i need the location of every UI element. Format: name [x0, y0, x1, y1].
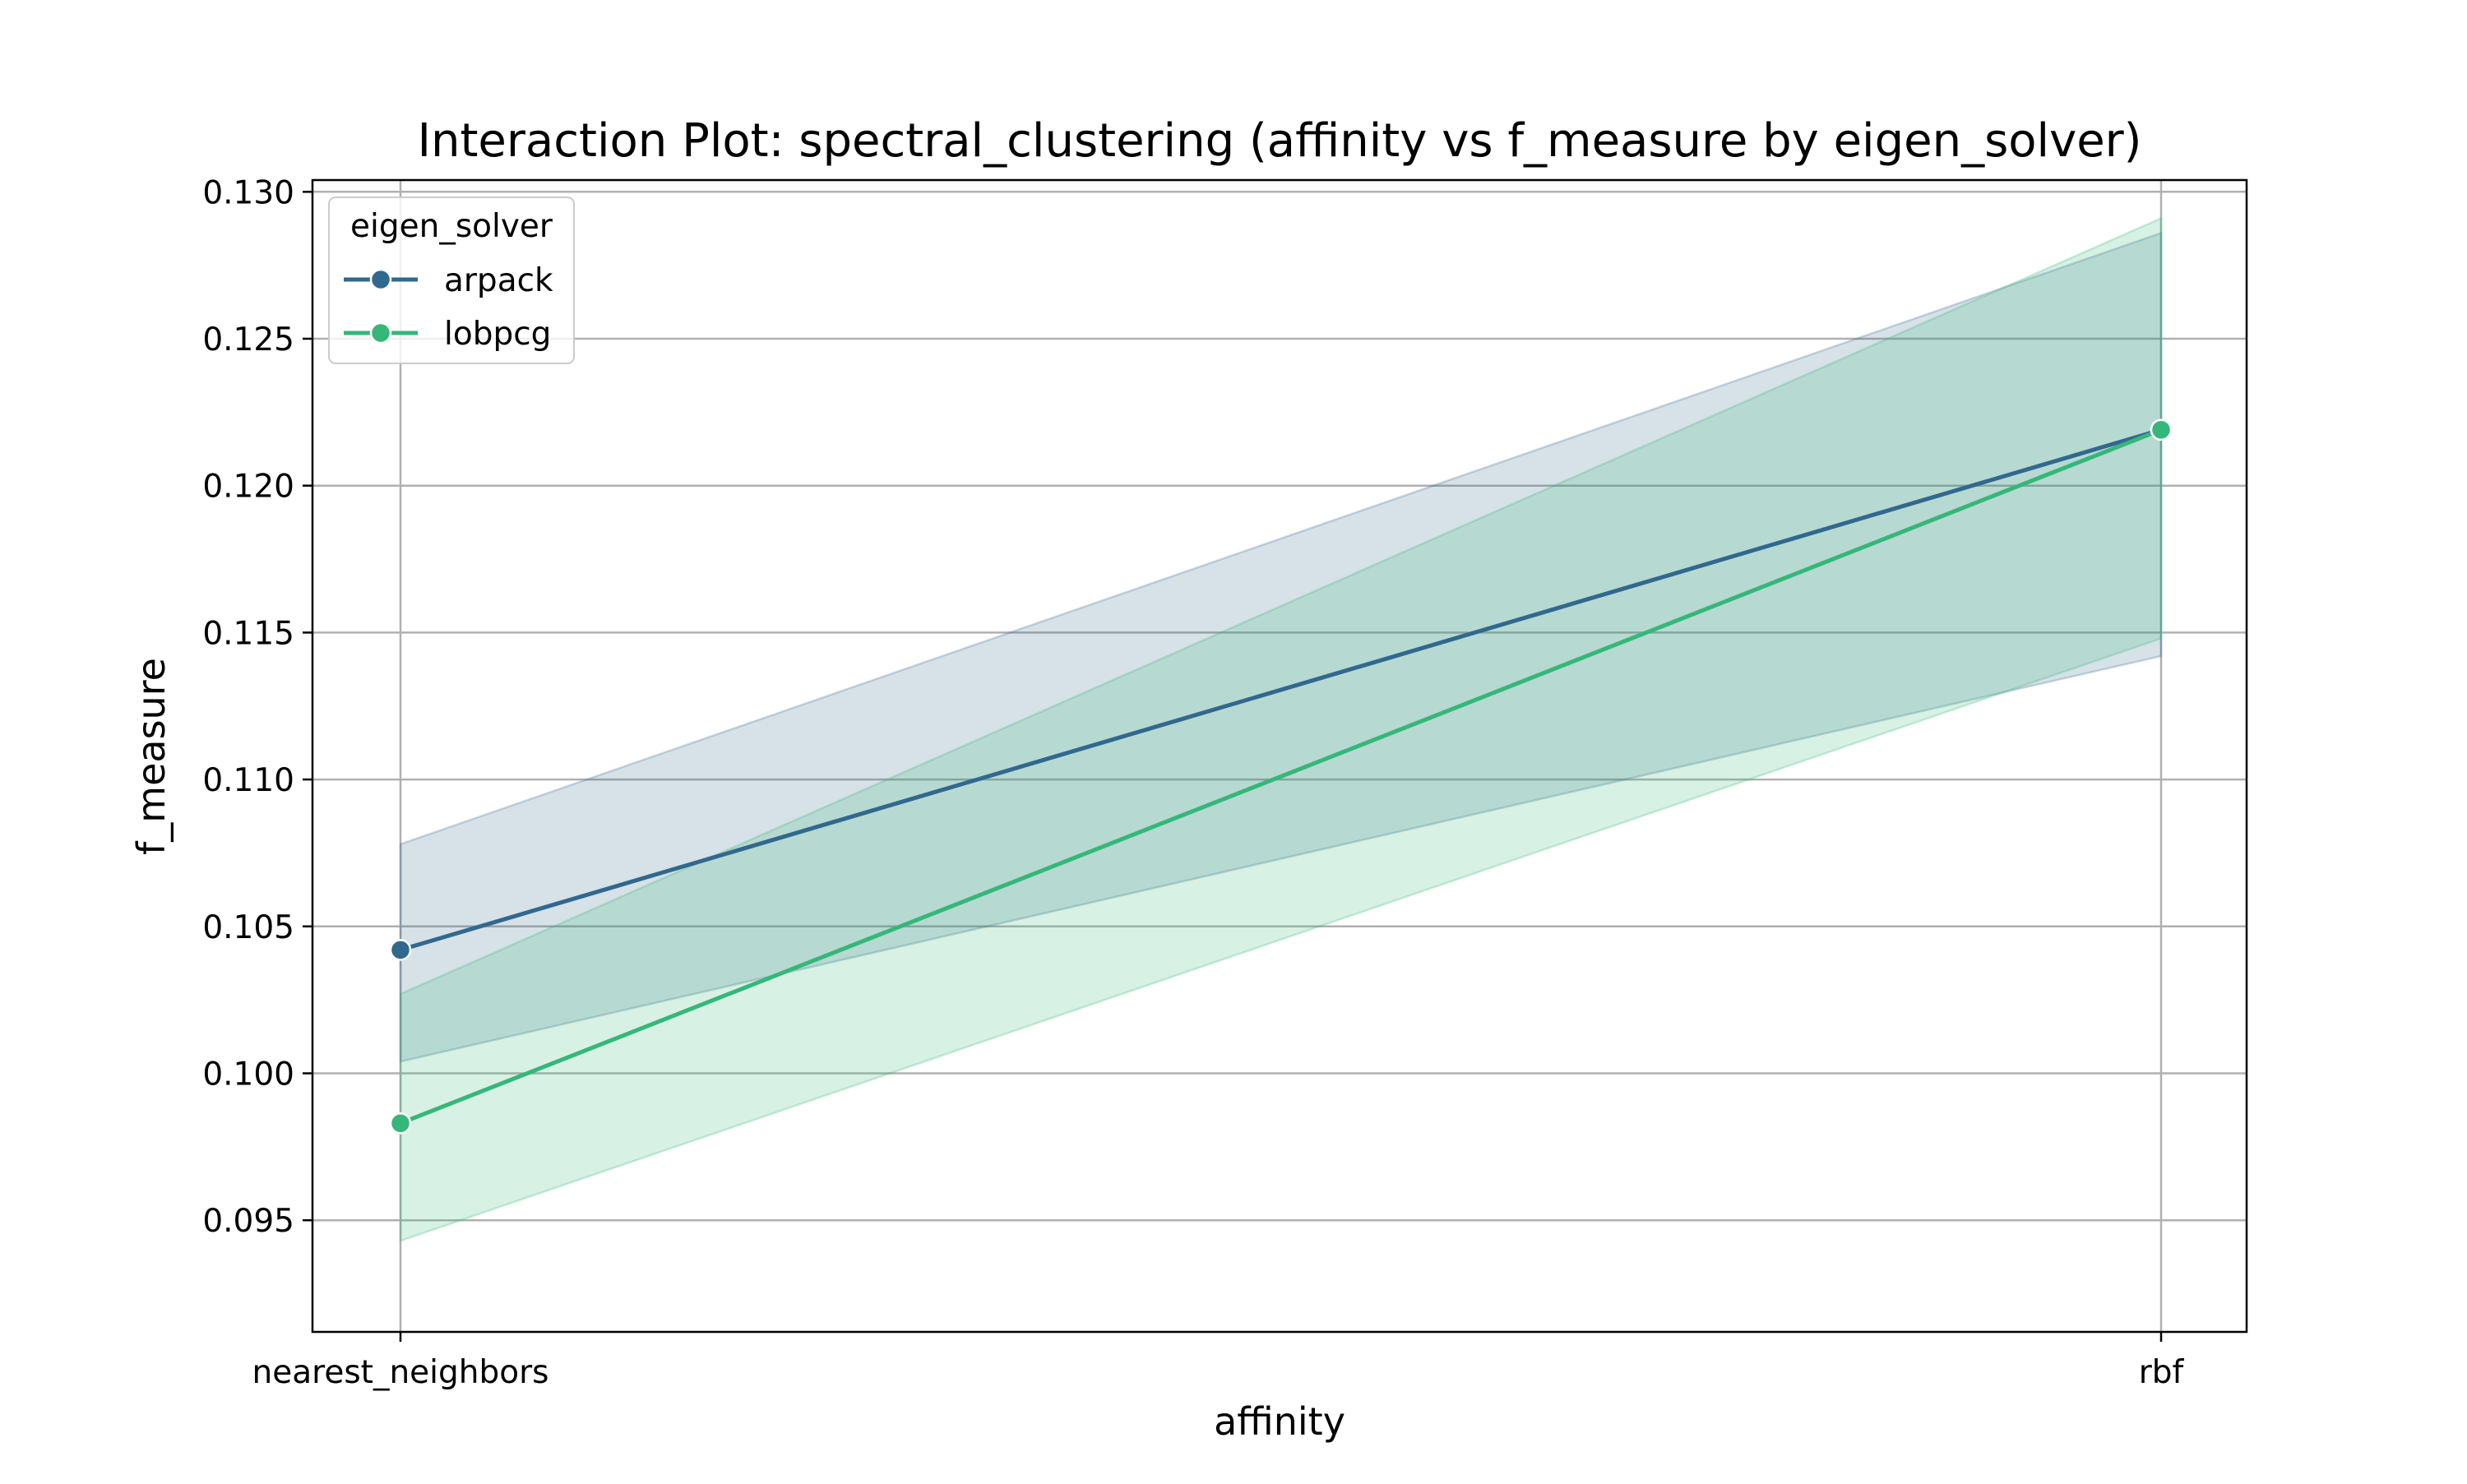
- series-markers: [389, 418, 2173, 1135]
- ci-band-lobpcg: [399, 216, 2163, 1242]
- y-tick-label: 0.100: [202, 1056, 294, 1093]
- legend-label-lobpcg: lobpcg: [444, 316, 551, 353]
- legend-marker-lobpcg: [369, 321, 392, 344]
- confidence-bands: [399, 216, 2163, 1242]
- legend-title: eigen_solver: [350, 208, 553, 245]
- ci-band-arpack: [399, 231, 2163, 1063]
- y-tick-label: 0.105: [202, 909, 294, 946]
- legend-entries: arpack lobpcg: [344, 262, 553, 353]
- series-line-lobpcg: [398, 428, 2164, 1126]
- y-tick-label: 0.125: [202, 321, 294, 358]
- legend: eigen_solver arpack lobpcg: [328, 196, 575, 364]
- y-tick-label: 0.095: [202, 1203, 294, 1240]
- x-tick-label: nearest_neighbors: [252, 1354, 549, 1391]
- data-point-lobpcg: [389, 1112, 412, 1135]
- x-tick-label: rbf: [2139, 1354, 2185, 1391]
- y-tick-label: 0.130: [202, 174, 294, 211]
- series-line-arpack: [398, 428, 2164, 952]
- legend-marker-arpack: [369, 268, 392, 291]
- legend-box: [328, 196, 575, 364]
- y-tick-label: 0.115: [202, 615, 294, 652]
- data-point-lobpcg: [2150, 418, 2173, 442]
- plot-area-frame: [311, 178, 2248, 1334]
- y-axis-label: f_measure: [129, 658, 174, 855]
- chart-title: Interaction Plot: spectral_clustering (a…: [417, 114, 2141, 168]
- y-tick-label: 0.110: [202, 762, 294, 799]
- grid-lines: [312, 180, 2247, 1332]
- y-tick-label: 0.120: [202, 469, 294, 506]
- legend-label-arpack: arpack: [444, 262, 553, 299]
- series-lines: [398, 428, 2164, 1126]
- axis-ticks: 0.095 0.100 0.105 0.110 0.115 0.120 0.125 0.130…: [202, 174, 2184, 1391]
- x-axis-label: affinity: [1214, 1399, 1345, 1444]
- data-point-arpack: [389, 939, 412, 961]
